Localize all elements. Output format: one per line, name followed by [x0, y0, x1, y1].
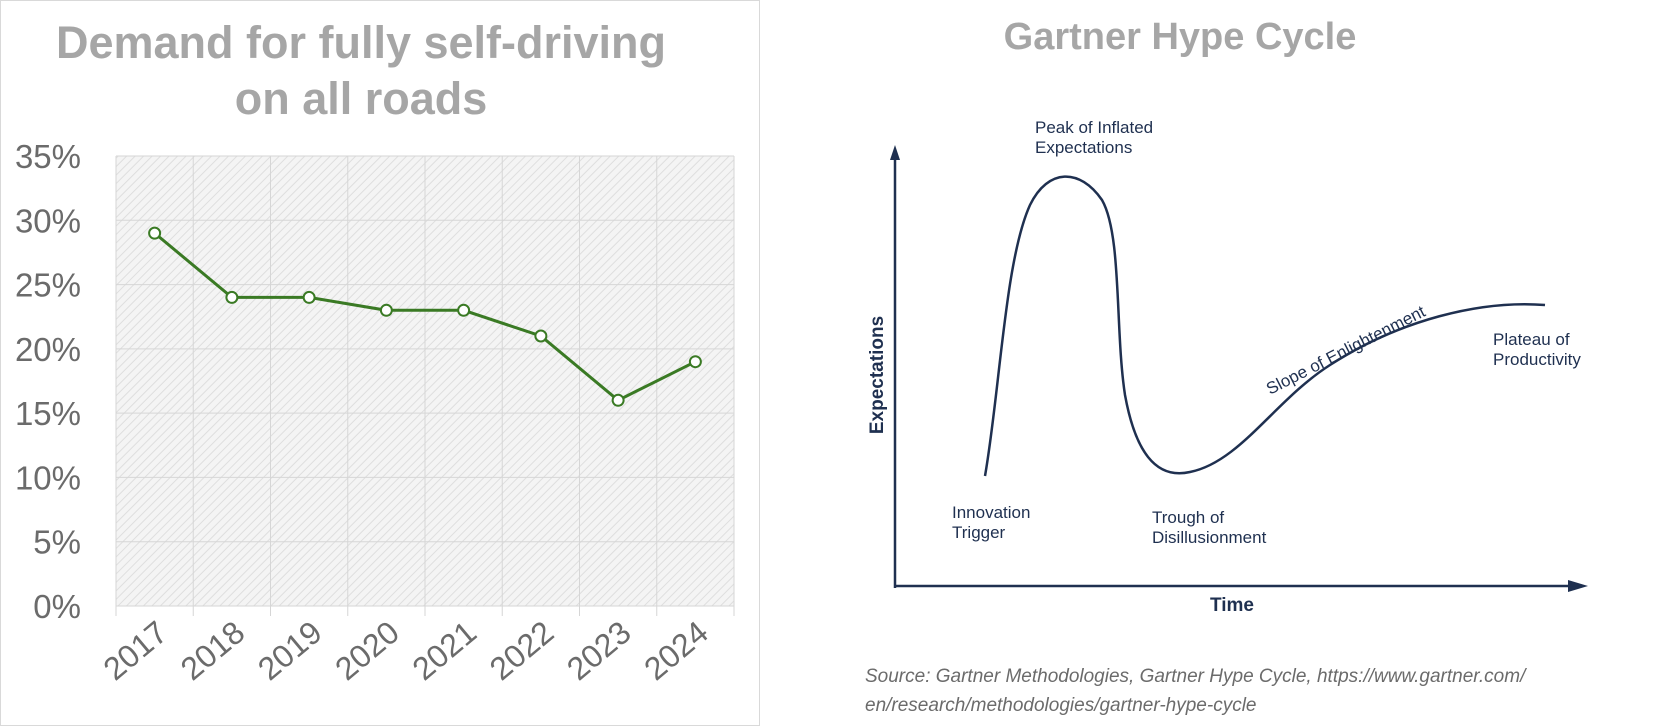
- x-tick-label: 2019: [251, 614, 329, 687]
- trough-of-disillusionment-label: Trough of Disillusionment: [1152, 508, 1267, 547]
- y-tick-label: 10%: [15, 459, 81, 496]
- data-point: [379, 303, 393, 317]
- demand-chart-panel: Demand for fully self-driving on all roa…: [0, 0, 760, 726]
- y-tick-label: 30%: [15, 202, 81, 239]
- hype-cycle-title: Gartner Hype Cycle: [1003, 16, 1357, 58]
- data-point: [148, 226, 162, 240]
- x-tick-labels: 2017 2018 2019 2020 2021 2022 2023 2024: [96, 614, 714, 687]
- x-tick-label: 2022: [483, 614, 561, 687]
- x-tick-label: 2018: [174, 614, 252, 687]
- y-tick-label: 15%: [15, 395, 81, 432]
- y-tick-label: 20%: [15, 331, 81, 368]
- x-axis-arrow-icon: [1568, 580, 1588, 592]
- x-tick-label: 2024: [637, 614, 715, 687]
- hype-cycle-diagram: Expectations Time Slope of Enlightenment: [867, 145, 1588, 616]
- source-line-1: Source: Gartner Methodologies, Gartner H…: [865, 666, 1526, 687]
- series-line: [153, 231, 697, 403]
- source-citation: Source: Gartner Methodologies, Gartner H…: [865, 662, 1525, 720]
- plateau-of-productivity-label: Plateau of Productivity: [1493, 330, 1581, 369]
- y-tick-labels: 0% 5% 10% 15% 20% 25% 30% 35%: [15, 138, 81, 625]
- chart-title: Demand for fully self-driving on all roa…: [55, 17, 667, 124]
- x-axis-label: Time: [1210, 595, 1254, 616]
- y-axis-arrow-icon: [890, 145, 900, 160]
- demand-line-chart: 0%5%10%15%20%25%30%35% 2017 2018 2019 2020 2…: [15, 138, 735, 687]
- x-tick-label: 2021: [405, 614, 483, 687]
- y-axis-label: Expectations: [867, 316, 888, 434]
- x-tick-label: 2023: [560, 614, 638, 687]
- y-tick-label: 0%: [33, 588, 81, 625]
- data-point: [225, 290, 239, 304]
- data-point: [688, 355, 702, 369]
- y-tick-label: 5%: [33, 524, 81, 561]
- data-point: [534, 329, 548, 343]
- data-point: [457, 303, 471, 317]
- data-points: [148, 226, 702, 407]
- x-tick-label: 2020: [328, 614, 406, 687]
- hype-cycle-panel: Gartner Hype Cycle Expectations Time Slo…: [760, 0, 1680, 726]
- data-point: [611, 393, 625, 407]
- data-point: [302, 290, 316, 304]
- source-line-2: en/research/methodologies/gartner-hype-c…: [865, 695, 1257, 716]
- slope-of-enlightenment-label: Slope of Enlightenment: [1263, 302, 1428, 399]
- y-tick-label: 25%: [15, 267, 81, 304]
- x-tick-label: 2017: [96, 614, 174, 687]
- grid-lines: [115, 155, 735, 616]
- innovation-trigger-label: Innovation Trigger: [952, 503, 1031, 542]
- y-tick-label: 35%: [15, 138, 81, 175]
- hype-curve: [983, 175, 1546, 477]
- peak-of-inflated-expectations-label: Peak of Inflated Expectations: [1035, 118, 1154, 157]
